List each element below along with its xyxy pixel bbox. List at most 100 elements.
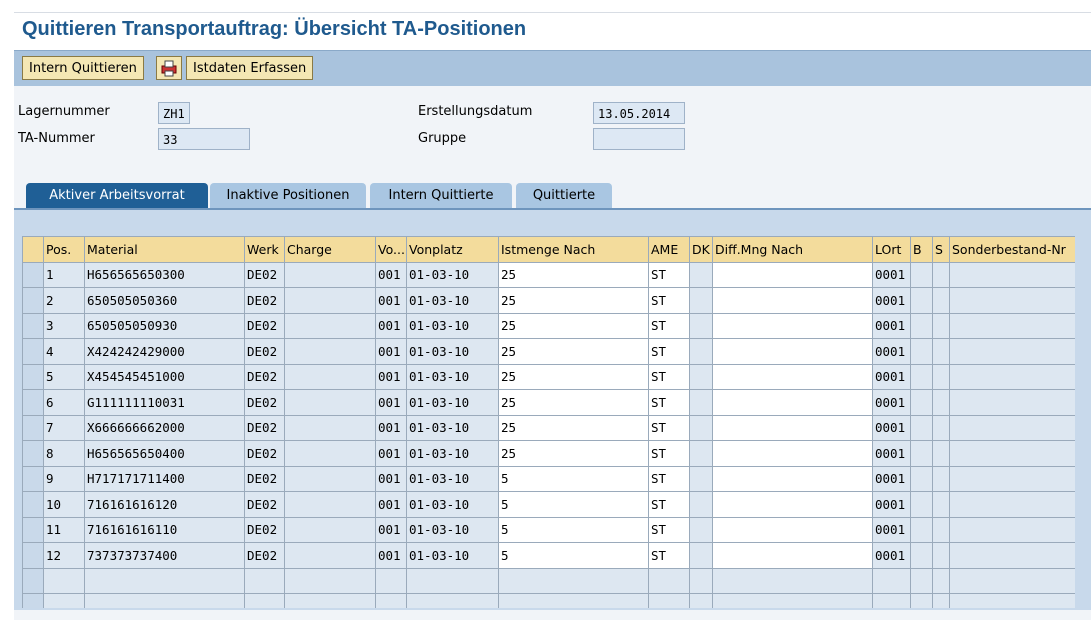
table-cell[interactable]: 25	[498, 414, 649, 441]
table-cell: X454545451000	[84, 363, 245, 390]
table-cell	[689, 261, 713, 288]
select-all[interactable]	[22, 236, 44, 263]
table-cell: 01-03-10	[406, 516, 499, 543]
column-header[interactable]: Material	[84, 236, 245, 263]
table-cell[interactable]: ST	[648, 312, 690, 339]
column-header[interactable]: B	[910, 236, 933, 263]
table-cell[interactable]: 25	[498, 389, 649, 416]
column-header[interactable]: LOrt	[872, 236, 911, 263]
table-cell[interactable]: ST	[648, 440, 690, 467]
table-cell: 01-03-10	[406, 287, 499, 314]
table-cell	[648, 567, 690, 594]
table-cell	[932, 465, 950, 492]
table-cell: 10	[43, 491, 85, 518]
table-cell	[910, 338, 933, 365]
table-cell	[406, 593, 499, 608]
row-selector[interactable]	[22, 516, 44, 543]
row-selector[interactable]	[22, 363, 44, 390]
column-header[interactable]: Istmenge Nach	[498, 236, 649, 263]
row-selector[interactable]	[22, 287, 44, 314]
column-header[interactable]: Vonplatz	[406, 236, 499, 263]
row-selector[interactable]	[22, 491, 44, 518]
table-cell[interactable]	[712, 261, 873, 288]
column-header[interactable]: Charge	[284, 236, 376, 263]
table-cell[interactable]: ST	[648, 542, 690, 569]
table-cell[interactable]	[712, 312, 873, 339]
table-cell: 6	[43, 389, 85, 416]
table-cell[interactable]: ST	[648, 389, 690, 416]
tab[interactable]: Aktiver Arbeitsvorrat	[26, 183, 208, 209]
table-cell: 001	[375, 312, 407, 339]
row-selector[interactable]	[22, 414, 44, 441]
column-header[interactable]: Diff.Mng Nach	[712, 236, 873, 263]
table-cell[interactable]: 5	[498, 491, 649, 518]
table-cell[interactable]	[712, 414, 873, 441]
table-cell[interactable]: 5	[498, 542, 649, 569]
row-selector[interactable]	[22, 440, 44, 467]
table-cell[interactable]: ST	[648, 338, 690, 365]
table-cell[interactable]	[712, 542, 873, 569]
table-cell	[932, 389, 950, 416]
table-cell	[284, 567, 376, 594]
table-cell[interactable]	[712, 491, 873, 518]
table-cell[interactable]: 25	[498, 287, 649, 314]
table-cell	[284, 389, 376, 416]
row-selector[interactable]	[22, 465, 44, 492]
table-cell	[284, 465, 376, 492]
column-header[interactable]: Sonderbestand-Nr	[949, 236, 1075, 263]
table-cell[interactable]: ST	[648, 261, 690, 288]
table-cell[interactable]	[712, 465, 873, 492]
row-selector[interactable]	[22, 312, 44, 339]
table-cell: G111111110031	[84, 389, 245, 416]
table-cell[interactable]: ST	[648, 465, 690, 492]
table-cell[interactable]: 25	[498, 312, 649, 339]
table-cell[interactable]: 5	[498, 465, 649, 492]
table-cell[interactable]: 25	[498, 338, 649, 365]
table-cell[interactable]	[712, 287, 873, 314]
tab[interactable]: Quittierte	[516, 183, 612, 209]
row-selector[interactable]	[22, 261, 44, 288]
column-header[interactable]: Pos.	[43, 236, 85, 263]
table-cell[interactable]: 25	[498, 440, 649, 467]
column-header[interactable]: DK	[689, 236, 713, 263]
table-cell[interactable]: ST	[648, 414, 690, 441]
table-cell: X424242429000	[84, 338, 245, 365]
column-header[interactable]: Vo...	[375, 236, 407, 263]
column-header[interactable]: Werk	[244, 236, 285, 263]
button[interactable]: Istdaten Erfassen	[186, 56, 314, 80]
table-cell	[712, 593, 873, 608]
table-cell[interactable]	[712, 389, 873, 416]
table-cell: 01-03-10	[406, 542, 499, 569]
table-cell[interactable]: ST	[648, 491, 690, 518]
button[interactable]: Intern Quittieren	[22, 56, 144, 80]
table-row: 5 X454545451000 DE02 001 01-03-10 25 ST 0001	[22, 363, 1075, 390]
table-cell[interactable]: 25	[498, 363, 649, 390]
row-selector[interactable]	[22, 567, 44, 594]
table-cell	[949, 287, 1075, 314]
table-cell[interactable]	[712, 363, 873, 390]
table-cell[interactable]: ST	[648, 287, 690, 314]
table-cell	[689, 338, 713, 365]
table-cell[interactable]: ST	[648, 516, 690, 543]
table-cell	[689, 567, 713, 594]
table-cell[interactable]: ST	[648, 363, 690, 390]
tab[interactable]: Inaktive Positionen	[210, 183, 366, 209]
table-cell[interactable]	[712, 516, 873, 543]
table-cell	[689, 389, 713, 416]
tab[interactable]: Intern Quittierte	[370, 183, 512, 209]
row-selector[interactable]	[22, 338, 44, 365]
table-cell: H656565650300	[84, 261, 245, 288]
column-header[interactable]: AME	[648, 236, 690, 263]
table-cell[interactable]: 5	[498, 516, 649, 543]
row-selector[interactable]	[22, 389, 44, 416]
row-selector[interactable]	[22, 542, 44, 569]
row-selector[interactable]	[22, 593, 44, 608]
table-cell[interactable]	[712, 440, 873, 467]
table-cell[interactable]	[712, 338, 873, 365]
table-cell[interactable]: 25	[498, 261, 649, 288]
column-header[interactable]: S	[932, 236, 950, 263]
table-cell	[932, 363, 950, 390]
table-cell: 001	[375, 363, 407, 390]
print-button[interactable]	[156, 56, 182, 80]
table-cell	[284, 516, 376, 543]
